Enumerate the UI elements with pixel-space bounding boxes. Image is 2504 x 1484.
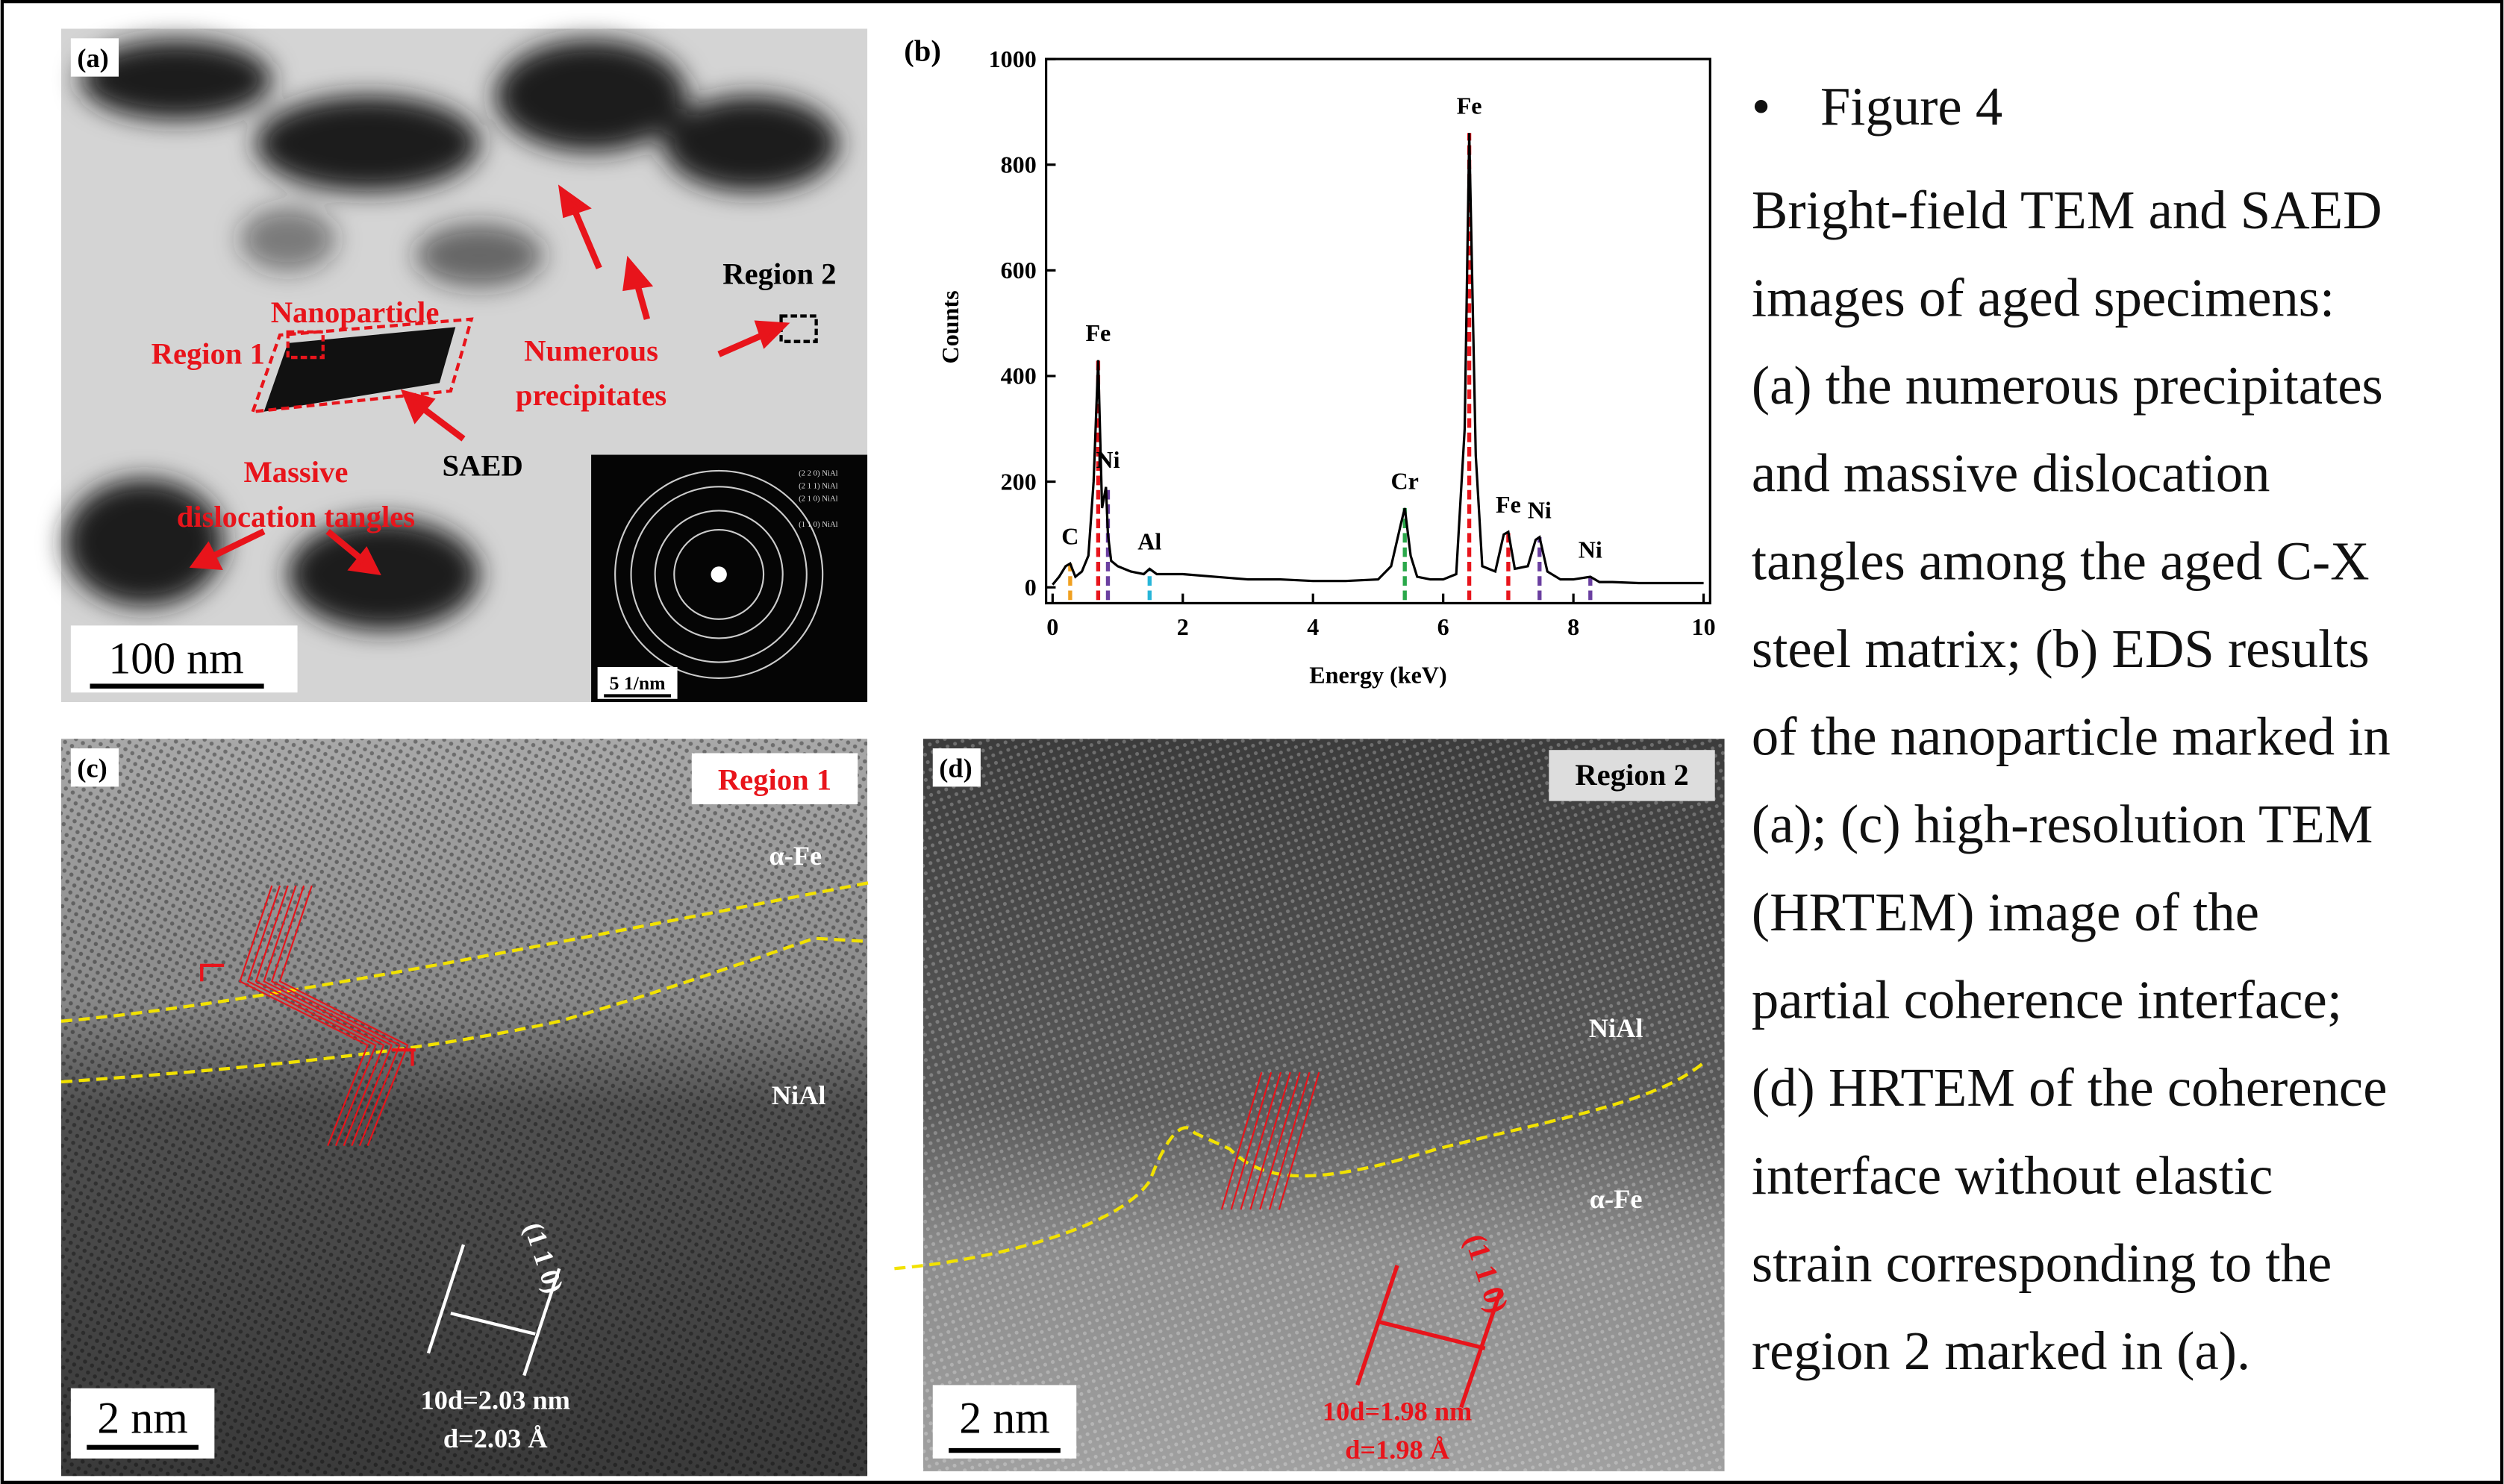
peak-label: Fe: [1457, 93, 1482, 119]
scale-bar-label: 2 nm: [959, 1394, 1049, 1443]
spectrum-line: [1052, 133, 1703, 584]
inset-image: [591, 455, 867, 703]
y-tick-label: 200: [1001, 468, 1037, 495]
annotation: Region 2: [722, 257, 836, 291]
x-tick-label: 2: [1177, 613, 1189, 640]
body: {"panel_a":{"label":"(a)","annotations":…: [0, 0, 2504, 1484]
plot-frame: [1046, 59, 1711, 603]
spacing-label: d=1.98 Å: [1345, 1435, 1449, 1465]
ring-label: (2 2 0) NiAl: [799, 469, 838, 478]
phase-label: NiAl: [772, 1080, 826, 1110]
center-spot: [711, 566, 726, 582]
spacing-label: d=2.03 Å: [443, 1424, 548, 1453]
x-tick-label: 10: [1692, 613, 1716, 640]
panel-label: (c): [77, 754, 107, 783]
y-tick-label: 1000: [989, 46, 1037, 72]
y-tick-label: 800: [1001, 151, 1037, 178]
annotation: Nanoparticle: [271, 295, 440, 329]
lattice: [61, 739, 867, 1476]
eds-chart: (b) Counts Energy (keV) 0200400600800100…: [904, 34, 1715, 688]
caption-line: strain corresponding to the: [1752, 1233, 2332, 1293]
panel-label: (b): [904, 34, 941, 67]
phase-label: NiAl: [1589, 1013, 1643, 1043]
caption-line: tangles among the aged C-X: [1752, 530, 2370, 591]
peak-label: Ni: [1528, 496, 1552, 523]
annotation: Region 1: [152, 337, 265, 371]
phase-label: α-Fe: [1590, 1184, 1643, 1214]
caption-line: (HRTEM) image of the: [1752, 882, 2259, 942]
panel-d: (d) Region 2 NiAl α-Fe (1 1 0) 10d=1.98 …: [894, 739, 1724, 1471]
peak-label: Ni: [1579, 536, 1602, 563]
annotation: precipitates: [516, 378, 666, 412]
y-axis-label: Counts: [937, 290, 964, 363]
caption-line: images of aged specimens:: [1752, 267, 2335, 328]
x-tick-label: 8: [1567, 613, 1579, 640]
figure: (a) Nanoparticle Region 1 Region 2 Numer…: [0, 0, 2504, 1484]
ring-label: (2 1 1) NiAl: [799, 481, 838, 490]
bullet: •: [1752, 76, 1770, 137]
panel-a: (a) Nanoparticle Region 1 Region 2 Numer…: [61, 28, 867, 702]
caption-line: (d) HRTEM of the coherence: [1752, 1057, 2388, 1118]
spacing-label: 10d=2.03 nm: [421, 1385, 570, 1415]
peak-label: Fe: [1085, 319, 1111, 346]
caption-line: and massive dislocation: [1752, 443, 2270, 504]
caption-title: Figure 4: [1820, 76, 2002, 137]
annotation: Numerous: [524, 334, 658, 367]
panel-c: (c) Region 1 α-Fe NiAl (1 1 0) 10d=2.03 …: [61, 739, 870, 1476]
annotation: Massive: [243, 455, 348, 489]
x-axis-label: Energy (keV): [1309, 661, 1446, 688]
saed-inset: (2 2 0) NiAl (2 1 1) NiAl (2 1 0) NiAl (…: [591, 455, 867, 703]
peak-label: C: [1061, 523, 1078, 550]
y-tick-label: 0: [1025, 574, 1037, 601]
x-tick-label: 4: [1307, 613, 1319, 640]
region-label: Region 1: [718, 763, 831, 797]
peak-label: Fe: [1496, 491, 1521, 518]
caption-line: partial coherence interface;: [1752, 969, 2342, 1030]
x-tick-label: 6: [1437, 613, 1449, 640]
scale-bar-label: 2 nm: [97, 1394, 187, 1443]
y-tick-label: 600: [1001, 257, 1037, 284]
lattice: [923, 739, 1725, 1471]
peak-label: Al: [1137, 528, 1161, 555]
region-label: Region 2: [1575, 758, 1688, 792]
scale-bar-label: 100 nm: [108, 634, 243, 683]
x-tick-label: 0: [1046, 613, 1058, 640]
page: html,body{margin:0;padding:0;background:…: [0, 0, 2504, 1484]
caption-line: steel matrix; (b) EDS results: [1752, 619, 2370, 679]
caption-line: of the nanoparticle marked in: [1752, 707, 2391, 767]
panel-label: (a): [77, 43, 108, 73]
panel-label: (d): [939, 754, 972, 783]
ring-label: (1 1 0) NiAl: [799, 520, 838, 529]
phase-label: α-Fe: [769, 841, 822, 871]
caption-line: Bright-field TEM and SAED: [1752, 180, 2382, 240]
y-tick-label: 400: [1001, 363, 1037, 389]
peak-label: Cr: [1391, 467, 1419, 494]
caption-line: (a); (c) high-resolution TEM: [1752, 794, 2373, 854]
annotation: SAED: [442, 448, 522, 482]
caption-line: interface without elastic: [1752, 1145, 2273, 1206]
ring-label: (2 1 0) NiAl: [799, 495, 838, 504]
annotation: dislocation tangles: [177, 500, 415, 533]
caption-line: (a) the numerous precipitates: [1752, 355, 2383, 416]
caption-line: region 2 marked in (a).: [1752, 1321, 2250, 1381]
spacing-label: 10d=1.98 nm: [1323, 1396, 1472, 1426]
caption: • Figure 4 Bright-field TEM and SAED imag…: [1752, 76, 2391, 1381]
scale-bar-label: 5 1/nm: [610, 672, 666, 694]
